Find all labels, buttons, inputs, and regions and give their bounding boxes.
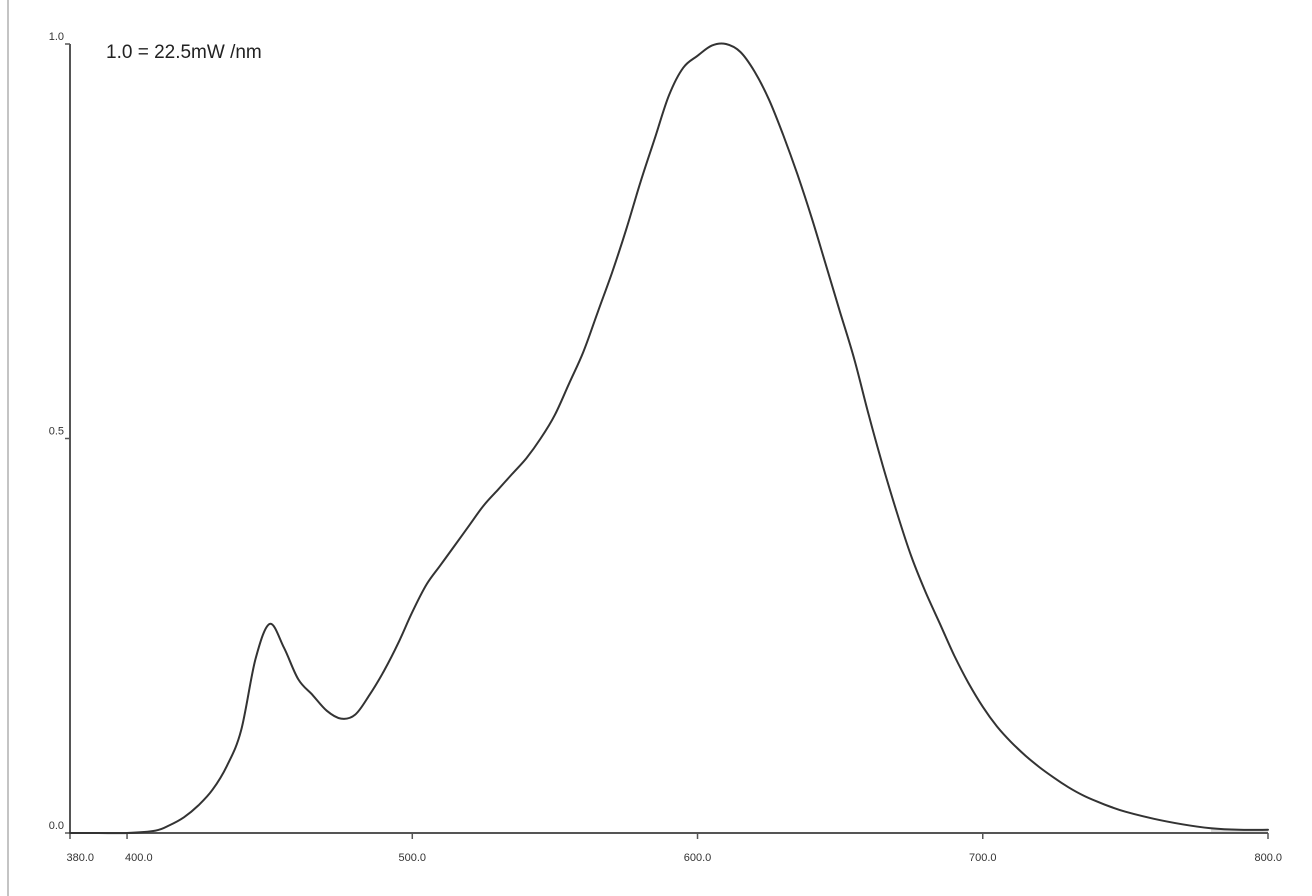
y-axis-ticks: 0.0 0.5 1.0 <box>49 31 70 834</box>
x-tick-label: 500.0 <box>399 852 427 864</box>
x-tick-label: 800.0 <box>1254 852 1282 864</box>
x-tick-label: 400.0 <box>125 852 153 864</box>
x-tick-label: 700.0 <box>969 852 997 864</box>
scale-note: 1.0 = 22.5mW /nm <box>106 42 262 63</box>
y-tick-label: 0.5 <box>49 426 64 438</box>
x-tick-label: 600.0 <box>684 852 712 864</box>
y-tick-label: 1.0 <box>49 31 64 43</box>
x-tick-label: 380.0 <box>66 852 94 864</box>
x-axis-ticks: 380.0 400.0 500.0 600.0 700.0 800.0 <box>66 833 1282 864</box>
y-tick-label: 0.0 <box>49 820 64 832</box>
spectrum-line <box>69 42 1269 835</box>
